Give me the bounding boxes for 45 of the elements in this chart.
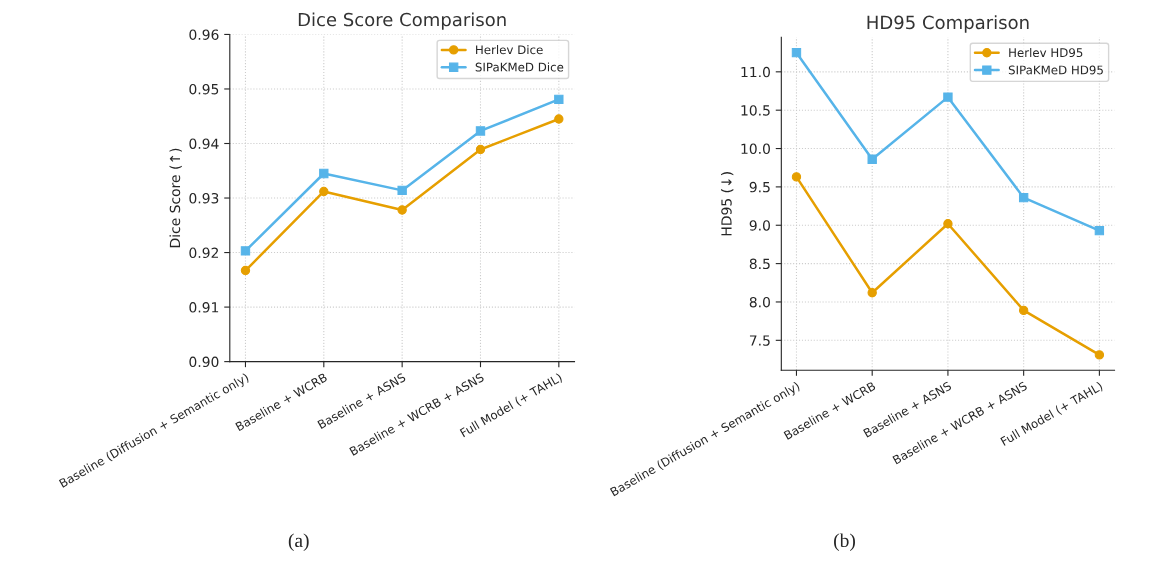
y-tick-label: 10.0 (741, 143, 770, 155)
text: (b) (834, 533, 855, 552)
y-tick-label: 0.94 (189, 138, 219, 149)
legend-label: SIPaKMeD HD95 (1008, 65, 1103, 75)
point (240, 265, 251, 276)
y-tick-label: 0.92 (189, 247, 218, 259)
y-tick-label: 0.90 (189, 356, 219, 368)
y-tick-label: 10.5 (741, 105, 770, 116)
y-tick-label: 0.95 (189, 83, 219, 95)
chart-title: Dice Score Comparison (298, 12, 506, 30)
legend-label: Herlev HD95 (1009, 47, 1083, 58)
y-tick-label: 8.5 (749, 258, 770, 270)
point (554, 94, 564, 105)
legend-label: Herlev Dice (476, 45, 543, 55)
y-tick-label: 0.96 (189, 29, 219, 40)
point (943, 92, 953, 102)
point (319, 168, 329, 179)
point (554, 114, 564, 124)
point (791, 47, 802, 58)
y-tick-label: 9.0 (749, 220, 770, 231)
y-tick-label: 9.5 (749, 181, 770, 193)
point (943, 219, 953, 229)
text: (a) (288, 533, 309, 552)
y-tick-label: 0.91 (189, 302, 219, 313)
point (867, 154, 877, 164)
point (397, 205, 407, 215)
point (1018, 305, 1029, 316)
y-tick-label: 7.5 (749, 335, 770, 346)
point (867, 288, 877, 298)
y-tick-label: 11.0 (741, 66, 770, 78)
point (1018, 192, 1029, 203)
point (791, 172, 802, 182)
point (397, 185, 407, 196)
y-axis-title: HD95 (↓) (721, 172, 734, 236)
chart-title: HD95 Comparison (867, 15, 1029, 33)
point (319, 186, 329, 197)
y-tick-label: 8.0 (749, 296, 770, 308)
point (1094, 350, 1105, 360)
point (475, 144, 486, 155)
point (1094, 225, 1105, 236)
y-tick-label: 0.93 (189, 193, 219, 204)
legend-label: SIPaKMeD Dice (475, 62, 564, 72)
y-axis-title: Dice Score (↑) (169, 148, 182, 248)
point (240, 246, 251, 256)
point (475, 126, 486, 136)
